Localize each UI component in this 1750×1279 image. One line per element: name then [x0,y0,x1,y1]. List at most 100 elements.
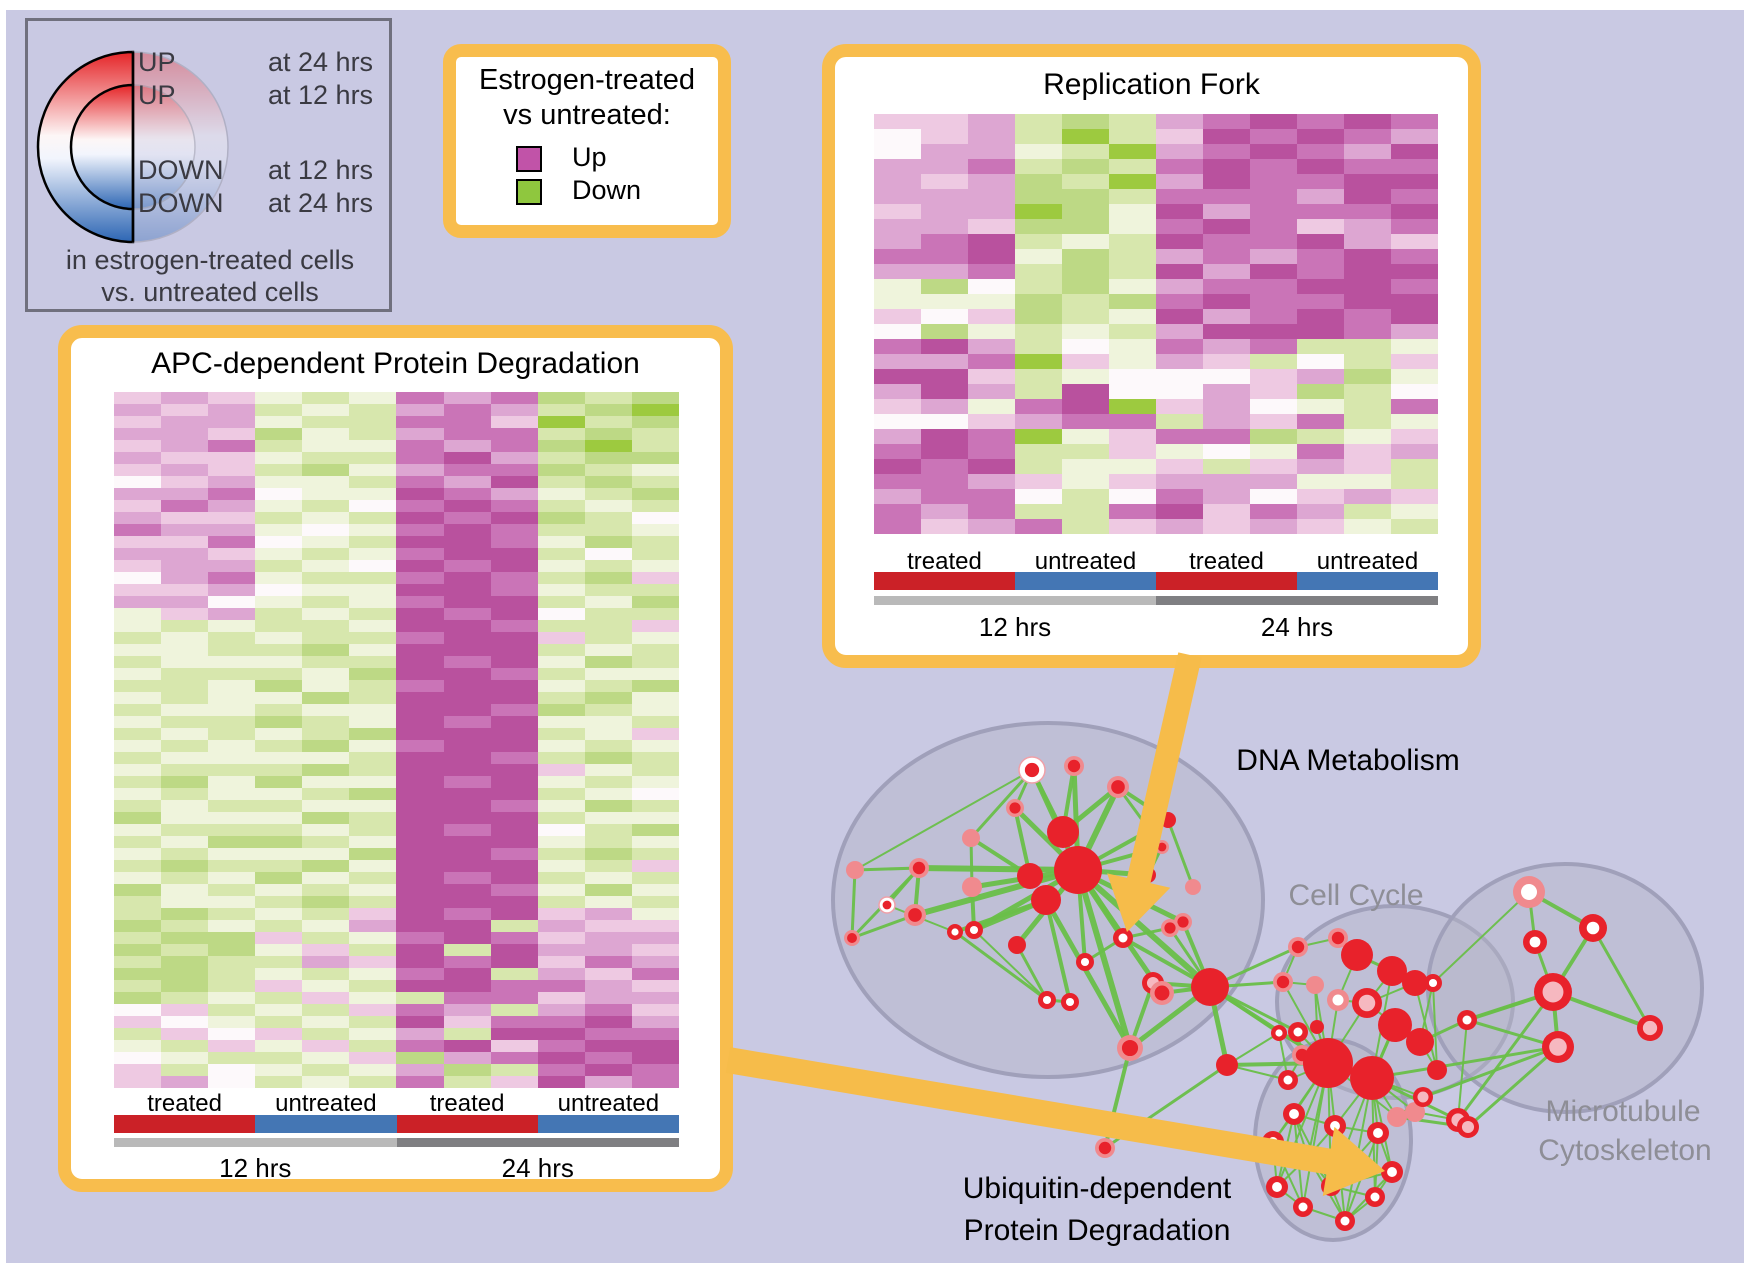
heatmap-cell [349,536,397,548]
heatmap-cell [584,404,632,416]
heatmap-cell [1250,399,1297,414]
heatmap-cell [396,764,444,776]
heatmap-cell [396,524,444,536]
heatmap-cell [443,656,491,668]
heatmap-cell [349,980,397,992]
heatmap-cell [208,800,256,812]
heatmap-cell [114,440,162,452]
heatmap-cell [302,428,350,440]
heatmap-cell [349,728,397,740]
heatmap-cell [1203,489,1250,504]
heatmap-cell [1344,384,1391,399]
heatmap-cell [161,920,209,932]
heatmap-cell [584,452,632,464]
heatmap-cell [443,428,491,440]
heatmap-cell [1391,204,1438,219]
heatmap-cell [1203,459,1250,474]
heatmap-row [114,548,679,560]
heatmap-cell [921,144,968,159]
heatmap-cell [161,404,209,416]
heatmap-cell [255,524,303,536]
heatmap-cell [161,596,209,608]
heatmap-cell [490,704,538,716]
circle-legend-caption-1: in estrogen-treated cells [66,245,354,275]
heatmap-cell [1297,279,1344,294]
heatmap-cell [1344,489,1391,504]
heatmap-cell [349,968,397,980]
treated-bar [396,1115,538,1133]
heatmap-cell [208,1004,256,1016]
heatmap-cell [302,884,350,896]
heatmap-cell [396,896,444,908]
heatmap-cell [114,668,162,680]
heatmap-cell [584,692,632,704]
heatmap-cell [161,992,209,1004]
heatmap-cell [537,1064,585,1076]
heatmap-cell [490,464,538,476]
heatmap-row [874,264,1438,279]
heatmap-cell [114,632,162,644]
heatmap-row [114,956,679,968]
heatmap-cell [537,716,585,728]
time-bar-12hrs [114,1138,397,1147]
heatmap-cell [208,524,256,536]
heatmap-cell [921,384,968,399]
heatmap-cell [208,488,256,500]
heatmap-cell [255,908,303,920]
heatmap-cell [1109,294,1156,309]
heatmap-cell [1203,264,1250,279]
heatmap-cell [1297,504,1344,519]
heatmap-row [874,129,1438,144]
heatmap-cell [302,548,350,560]
heatmap-cell [921,234,968,249]
heatmap-cell [255,572,303,584]
heatmap-cell [161,800,209,812]
heatmap-cell [874,309,921,324]
heatmap-cell [396,1004,444,1016]
heatmap-cell [1250,369,1297,384]
heatmap-cell [631,536,679,548]
heatmap-cell [161,644,209,656]
heatmap-cell [490,596,538,608]
heatmap-cell [255,1016,303,1028]
heatmap-cell [631,776,679,788]
heatmap-cell [208,596,256,608]
heatmap-cell [396,1076,444,1088]
heatmap-cell [396,644,444,656]
heatmap-cell [874,504,921,519]
heatmap-cell [1109,264,1156,279]
heatmap-cell [161,956,209,968]
heatmap-cell [1062,234,1109,249]
heatmap-cell [1391,399,1438,414]
heatmap-cell [1250,219,1297,234]
heatmap-cell [349,860,397,872]
untreated-bar [255,1115,397,1133]
heatmap-cell [584,500,632,512]
group-label: untreated [1316,548,1419,575]
heatmap-cell [537,956,585,968]
heatmap-cell [255,692,303,704]
heatmap-cell [1015,129,1062,144]
heatmap-cell [1015,339,1062,354]
heatmap-cell [584,716,632,728]
heatmap-cell [443,812,491,824]
heatmap-cell [255,740,303,752]
heatmap-cell [208,896,256,908]
heatmap-cell [302,716,350,728]
heatmap-cell [537,668,585,680]
heatmap-cell [114,884,162,896]
heatmap-row [114,404,679,416]
heatmap-row [874,219,1438,234]
heatmap-cell [1203,324,1250,339]
heatmap-cell [161,440,209,452]
heatmap-cell [490,548,538,560]
heatmap-cell [396,908,444,920]
heatmap-cell [1015,159,1062,174]
heatmap-cell [349,872,397,884]
heatmap-cell [302,836,350,848]
heatmap-cell [874,369,921,384]
heatmap-cell [1156,339,1203,354]
heatmap-cell [208,440,256,452]
heatmap-cell [537,740,585,752]
heatmap-cell [255,992,303,1004]
